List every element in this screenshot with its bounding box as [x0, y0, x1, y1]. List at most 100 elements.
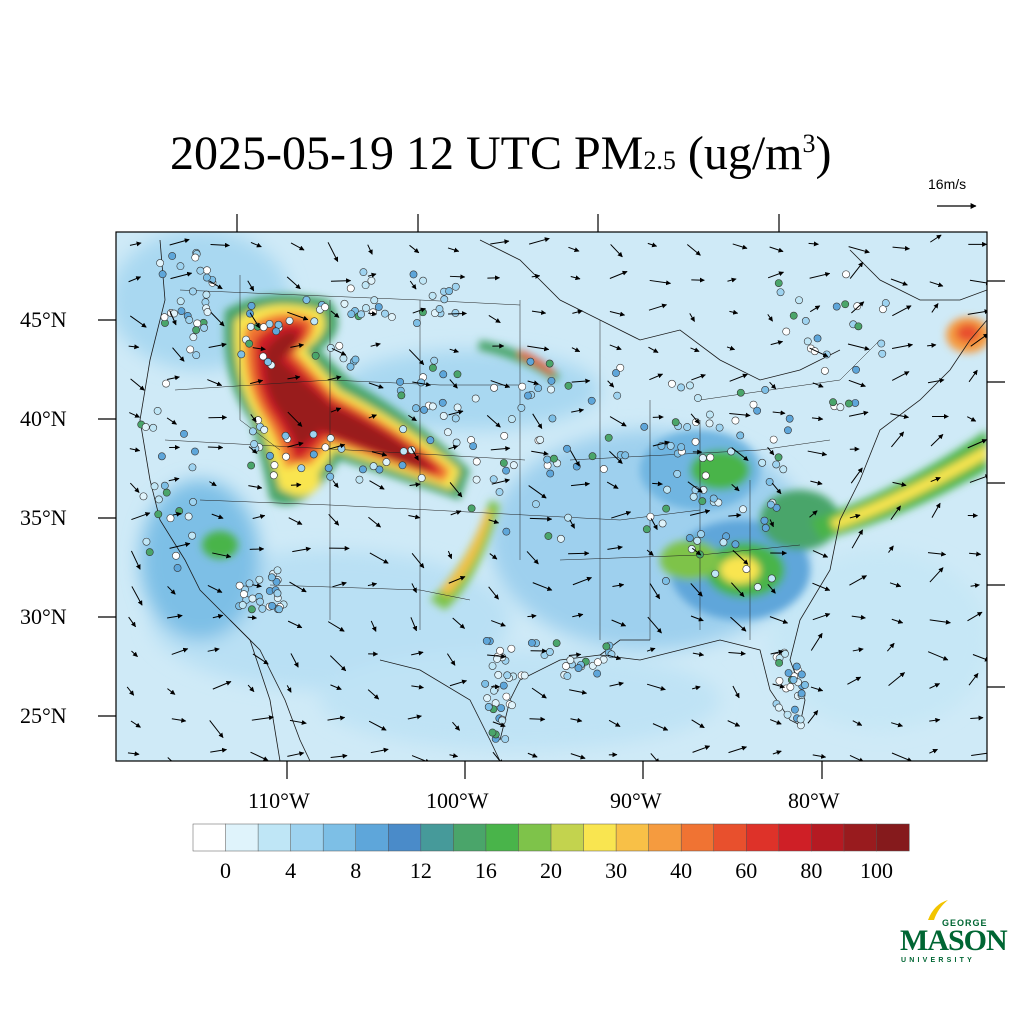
wind-arrow	[929, 567, 944, 583]
station-marker	[191, 253, 200, 262]
wind-arrow	[727, 720, 741, 727]
wind-arrow	[848, 246, 870, 254]
station-marker	[255, 575, 264, 584]
station-marker	[499, 459, 508, 467]
wind-arrow	[170, 271, 193, 280]
wind-arrow	[570, 450, 580, 467]
station-marker	[731, 540, 740, 549]
wind-arrow	[808, 241, 819, 247]
station-marker	[370, 296, 379, 305]
wind-arrow	[332, 581, 347, 588]
station-marker	[774, 703, 783, 712]
station-marker	[789, 675, 798, 684]
station-marker	[189, 498, 197, 506]
wind-arrow	[527, 752, 538, 758]
wind-arrow	[650, 753, 660, 761]
wind-arrow	[327, 715, 346, 721]
station-marker	[494, 671, 503, 679]
wind-arrow	[608, 719, 621, 727]
wind-arrow	[970, 715, 984, 721]
station-marker	[557, 534, 565, 543]
station-marker	[546, 469, 555, 478]
lon-label-100: 100°W	[426, 788, 489, 813]
wind-arrow	[492, 751, 503, 761]
wind-arrow	[452, 721, 460, 731]
station-marker	[297, 464, 306, 473]
wind-arrow	[371, 451, 388, 457]
station-marker	[786, 683, 795, 691]
station-marker	[247, 301, 256, 310]
station-marker	[599, 465, 608, 473]
station-marker	[545, 359, 554, 368]
wind-arrow	[490, 239, 510, 245]
wind-arrow	[886, 642, 895, 652]
wind-arrow	[408, 414, 417, 422]
wind-arrow	[449, 679, 468, 687]
station-marker	[324, 464, 333, 472]
station-marker	[398, 461, 407, 470]
axis-ticks	[98, 214, 1005, 779]
station-marker	[490, 686, 498, 695]
wind-arrow	[570, 717, 583, 723]
colorbar-label: 40	[670, 858, 693, 883]
wind-arrow	[128, 276, 142, 283]
wind-arrow	[812, 612, 831, 621]
station-marker	[841, 300, 850, 309]
wind-arrow	[327, 242, 339, 263]
station-marker	[701, 471, 710, 480]
station-marker	[545, 648, 554, 656]
wind-arrow	[527, 613, 537, 619]
wind-arrow	[288, 517, 303, 525]
wind-arrow	[569, 519, 575, 529]
wind-arrow	[287, 375, 301, 381]
station-marker	[321, 303, 329, 312]
wind-arrow	[212, 680, 232, 690]
station-marker	[192, 351, 201, 360]
wind-arrow	[891, 343, 914, 349]
station-marker	[264, 358, 272, 366]
station-marker	[202, 273, 211, 282]
wind-arrow	[892, 245, 910, 251]
station-marker	[689, 492, 698, 501]
station-marker	[267, 573, 276, 582]
wind-arrow	[166, 375, 180, 381]
wind-arrow	[411, 553, 425, 569]
station-marker	[829, 398, 837, 407]
station-marker	[235, 581, 244, 590]
station-marker	[813, 334, 822, 343]
colorbar-swatch	[713, 823, 747, 852]
wind-arrow	[289, 581, 307, 593]
station-marker	[351, 355, 360, 364]
station-marker	[666, 441, 675, 450]
wind-arrow	[729, 373, 748, 382]
wind-arrow	[486, 415, 501, 428]
wind-arrow	[770, 340, 784, 346]
station-marker	[451, 282, 460, 291]
state-borders	[164, 275, 881, 640]
station-marker	[685, 534, 694, 542]
wind-arrow	[770, 649, 784, 655]
wind-arrow	[969, 279, 987, 286]
station-marker	[536, 435, 545, 444]
station-marker	[483, 694, 492, 703]
wind-arrow	[849, 261, 864, 279]
wind-arrow	[531, 450, 549, 456]
wind-arrow	[652, 723, 669, 731]
station-marker	[347, 310, 356, 319]
station-marker	[409, 270, 418, 279]
station-marker	[186, 345, 195, 354]
wind-arrow	[929, 748, 938, 754]
station-marker	[677, 383, 685, 392]
colorbar-swatch	[322, 823, 357, 852]
wind-arrow	[931, 303, 939, 313]
wind-arrow	[286, 685, 292, 693]
wind-arrow	[531, 310, 547, 315]
gmu-logo: GEORGE MASON UNIVERSITY	[898, 896, 1008, 970]
wind-arrow	[409, 280, 417, 290]
station-marker	[749, 400, 758, 409]
wind-arrow	[411, 755, 431, 761]
station-marker	[440, 295, 449, 304]
station-marker	[775, 676, 784, 685]
station-marker	[602, 642, 611, 651]
station-marker	[587, 396, 596, 405]
